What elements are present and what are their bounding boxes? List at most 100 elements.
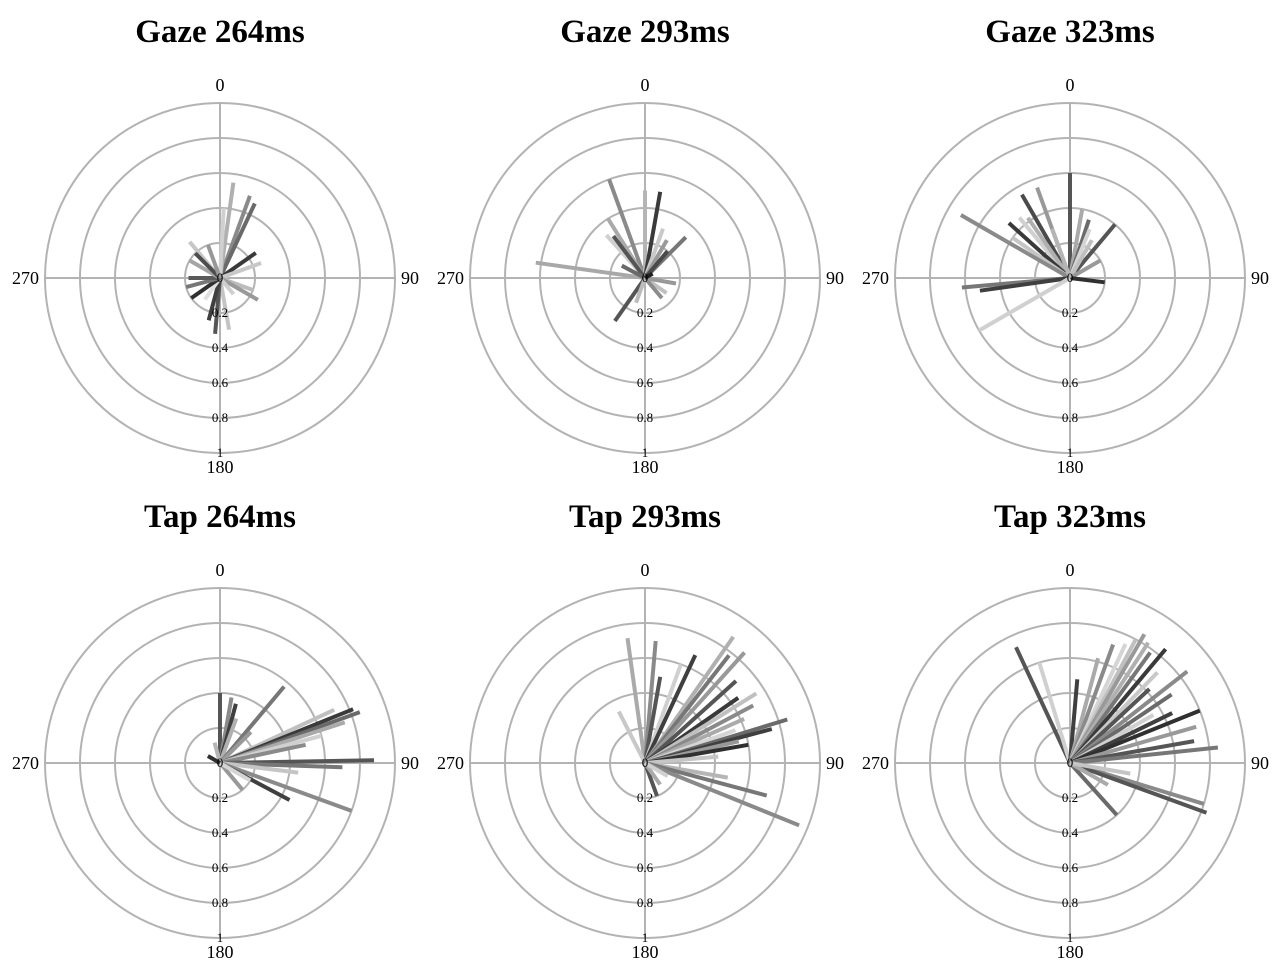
radial-tick-label: 0.4 bbox=[1062, 340, 1079, 355]
chart-title: Gaze 264ms bbox=[135, 14, 305, 50]
angle-label-90: 90 bbox=[401, 268, 419, 288]
direction-vector bbox=[1069, 761, 1208, 815]
radial-tick-label: 0.6 bbox=[212, 375, 229, 390]
radial-tick-label: 0.4 bbox=[637, 825, 654, 840]
direction-vector bbox=[1014, 646, 1072, 764]
direction-vector bbox=[643, 654, 698, 764]
direction-vector bbox=[218, 717, 239, 764]
polar-panel-tap-264: Tap 264ms 0 0.2 0.4 0.6 0.8 1 0 90 180 270 bbox=[12, 499, 419, 962]
direction-vector bbox=[1026, 216, 1072, 280]
radial-tick-label: 0.6 bbox=[637, 375, 654, 390]
angle-label-270: 270 bbox=[437, 753, 464, 773]
angle-label-90: 90 bbox=[1251, 268, 1269, 288]
angle-label-180: 180 bbox=[1057, 457, 1084, 477]
radial-tick-label: 1 bbox=[642, 445, 649, 460]
radial-tick-label: 1 bbox=[1067, 930, 1074, 945]
direction-vector bbox=[218, 207, 226, 279]
radial-tick-label: 0.6 bbox=[212, 860, 229, 875]
direction-vector bbox=[206, 277, 222, 321]
direction-vector bbox=[1069, 708, 1201, 765]
direction-vector bbox=[219, 761, 353, 813]
direction-vector bbox=[613, 276, 647, 323]
direction-vector bbox=[617, 710, 647, 764]
radial-tick-label: 0 bbox=[642, 270, 649, 285]
radial-tick-label: 0.2 bbox=[212, 305, 228, 320]
angle-label-90: 90 bbox=[826, 268, 844, 288]
chart-title: Tap 264ms bbox=[144, 499, 296, 535]
radial-tick-label: 0.8 bbox=[637, 895, 653, 910]
direction-vector bbox=[643, 679, 738, 765]
direction-vector bbox=[219, 742, 307, 765]
direction-vector bbox=[620, 263, 646, 280]
radial-tick-label: 0.8 bbox=[1062, 895, 1078, 910]
direction-vector bbox=[535, 260, 646, 280]
radial-tick-label: 0.8 bbox=[637, 410, 653, 425]
radial-tick-label: 0 bbox=[217, 270, 224, 285]
direction-vector bbox=[1050, 228, 1072, 279]
direction-vector bbox=[643, 676, 663, 764]
chart-title: Tap 323ms bbox=[994, 499, 1146, 535]
direction-vector bbox=[218, 730, 253, 765]
angle-label-0: 0 bbox=[216, 75, 225, 95]
polar-panel-gaze-323: Gaze 323ms 0 0.2 0.4 0.6 0.8 1 0 90 180 270 bbox=[862, 14, 1269, 477]
direction-vector bbox=[1068, 679, 1080, 764]
radial-tick-label: 1 bbox=[642, 930, 649, 945]
angle-label-180: 180 bbox=[632, 457, 659, 477]
radial-tick-label: 0.2 bbox=[1062, 790, 1078, 805]
angle-label-0: 0 bbox=[1066, 75, 1075, 95]
radial-tick-label: 0 bbox=[217, 755, 224, 770]
angle-label-90: 90 bbox=[401, 753, 419, 773]
angle-label-270: 270 bbox=[437, 268, 464, 288]
radial-tick-label: 0 bbox=[1067, 270, 1074, 285]
polar-panel-gaze-293: Gaze 293ms 0 0.2 0.4 0.6 0.8 1 0 90 180 270 bbox=[437, 14, 844, 477]
radial-tick-label: 0.2 bbox=[637, 790, 653, 805]
angle-label-90: 90 bbox=[1251, 753, 1269, 773]
radial-tick-label: 0.2 bbox=[212, 790, 228, 805]
direction-vector bbox=[625, 637, 647, 764]
direction-vector bbox=[978, 276, 1072, 333]
direction-vector bbox=[218, 761, 252, 783]
direction-vector bbox=[1068, 223, 1117, 280]
angle-label-180: 180 bbox=[632, 942, 659, 962]
angle-label-180: 180 bbox=[207, 457, 234, 477]
radial-tick-label: 1 bbox=[1067, 445, 1074, 460]
direction-vector bbox=[643, 276, 664, 300]
direction-vector bbox=[634, 277, 647, 304]
radial-tick-label: 0.8 bbox=[212, 895, 228, 910]
radial-tick-label: 0.8 bbox=[1062, 410, 1078, 425]
direction-vector bbox=[1069, 761, 1131, 776]
angle-label-270: 270 bbox=[12, 268, 39, 288]
direction-vector bbox=[1068, 761, 1119, 817]
radial-tick-label: 0.4 bbox=[637, 340, 654, 355]
direction-vector bbox=[218, 277, 232, 331]
direction-vector bbox=[1069, 276, 1105, 285]
angle-label-180: 180 bbox=[207, 942, 234, 962]
direction-vector bbox=[1068, 258, 1102, 280]
direction-vector bbox=[643, 191, 663, 279]
direction-vector bbox=[212, 742, 222, 764]
chart-title: Tap 293ms bbox=[569, 499, 721, 535]
direction-vector bbox=[979, 276, 1071, 293]
angle-label-270: 270 bbox=[12, 753, 39, 773]
radial-tick-label: 0 bbox=[642, 755, 649, 770]
direction-vector bbox=[643, 271, 654, 280]
direction-vector bbox=[644, 761, 768, 798]
direction-vector bbox=[644, 761, 800, 828]
polar-panel-tap-323: Tap 323ms 0 0.2 0.4 0.6 0.8 1 0 90 180 270 bbox=[862, 499, 1269, 962]
angle-label-270: 270 bbox=[862, 753, 889, 773]
angle-label-0: 0 bbox=[641, 560, 650, 580]
direction-vector bbox=[1068, 761, 1109, 787]
angle-label-0: 0 bbox=[641, 75, 650, 95]
radial-tick-label: 1 bbox=[217, 930, 224, 945]
radial-tick-label: 0.6 bbox=[1062, 375, 1079, 390]
direction-vector bbox=[644, 761, 669, 778]
direction-vector bbox=[1037, 662, 1072, 764]
chart-title: Gaze 293ms bbox=[560, 14, 730, 50]
angle-label-90: 90 bbox=[826, 753, 844, 773]
radial-tick-label: 0.2 bbox=[637, 305, 653, 320]
radial-tick-label: 0.6 bbox=[637, 860, 654, 875]
direction-vector bbox=[1069, 745, 1219, 765]
radial-tick-label: 0.4 bbox=[212, 825, 229, 840]
angle-label-180: 180 bbox=[1057, 942, 1084, 962]
angle-label-0: 0 bbox=[1066, 560, 1075, 580]
